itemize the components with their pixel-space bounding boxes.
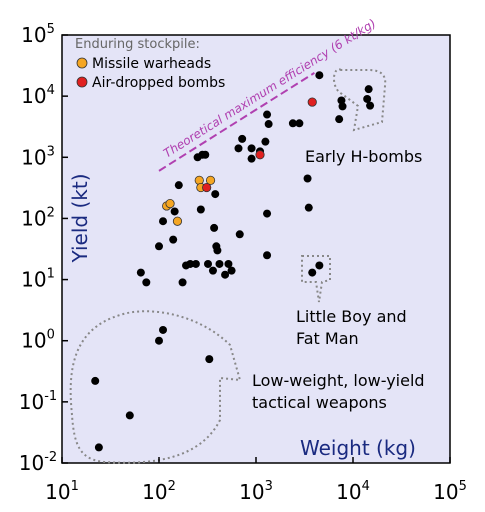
y-tick-label: 103	[21, 144, 55, 169]
data-point-other	[295, 119, 304, 128]
data-point-other	[247, 144, 256, 153]
data-point-other	[125, 411, 134, 420]
data-point-other	[186, 259, 195, 268]
little-boy-callout	[301, 255, 331, 303]
data-point-other	[155, 242, 163, 251]
y-tick-label: 105	[21, 22, 55, 47]
data-point-other	[169, 235, 178, 244]
data-point-other	[136, 268, 145, 277]
x-axis-label: Weight (kg)	[300, 436, 416, 460]
data-point-missile	[165, 198, 175, 209]
data-point-other	[234, 144, 243, 153]
data-point-other	[213, 246, 222, 255]
data-point-other	[155, 336, 163, 345]
plot-area	[61, 34, 451, 464]
legend: Enduring stockpile: Missile warheads Air…	[75, 37, 225, 91]
data-point-bomb	[307, 97, 317, 107]
data-point-bomb	[255, 150, 265, 160]
data-point-other	[142, 278, 151, 287]
data-point-other	[264, 120, 273, 129]
x-axis: 101 102 103 104 105	[45, 457, 467, 504]
y-tick-label: 102	[21, 205, 55, 230]
y-tick-label: 10-2	[19, 450, 57, 475]
y-tick-label: 101	[21, 267, 55, 292]
data-point-other	[263, 209, 272, 218]
data-point-other	[366, 101, 375, 110]
data-point-other	[196, 205, 205, 214]
data-point-other	[238, 134, 247, 143]
data-point-other	[227, 266, 236, 275]
tactical-callout	[69, 310, 242, 464]
data-point-other	[178, 278, 187, 287]
data-point-other	[308, 268, 317, 277]
efficiency-line	[158, 72, 315, 172]
x-tick-label: 105	[433, 479, 467, 504]
data-point-other	[203, 259, 212, 268]
legend-title: Enduring stockpile:	[75, 37, 200, 52]
data-point-other	[288, 119, 297, 128]
data-point-other	[338, 102, 347, 111]
data-point-missile	[172, 216, 183, 226]
data-point-other	[210, 223, 219, 232]
data-point-other	[304, 203, 313, 212]
data-point-other	[91, 376, 100, 385]
annotation-texts: Early H-bombs Little Boy and Fat Man Low…	[252, 147, 425, 412]
data-point-other	[224, 259, 233, 268]
scatter-points	[91, 71, 375, 452]
annotation-little-boy-line1: Little Boy and	[296, 307, 407, 326]
y-tick-label: 104	[21, 83, 55, 108]
x-tick-label: 104	[336, 479, 370, 504]
data-point-other	[363, 94, 372, 103]
data-point-other	[263, 251, 272, 260]
x-tick-label: 103	[239, 479, 273, 504]
data-point-other	[235, 230, 244, 239]
legend-swatch-bomb	[76, 76, 88, 88]
annotation-little-boy-line2: Fat Man	[296, 329, 359, 348]
annotation-tactical-line2: tactical weapons	[252, 393, 387, 412]
data-point-missile	[205, 175, 216, 185]
annotation-tactical-line1: Low-weight, low-yield	[252, 371, 425, 390]
data-point-other	[261, 137, 270, 146]
x-tick-label: 101	[45, 479, 79, 504]
y-axis-label: Yield (kt)	[68, 173, 92, 263]
x-tick-label: 102	[142, 479, 176, 504]
data-point-other	[247, 154, 256, 163]
data-point-other	[170, 207, 179, 216]
y-tick-label: 10-1	[19, 389, 57, 414]
data-point-other	[263, 110, 272, 119]
data-point-other	[208, 266, 217, 275]
data-point-bomb	[202, 182, 212, 193]
data-point-other	[191, 259, 200, 268]
data-point-other	[205, 355, 214, 364]
annotation-h-bombs: Early H-bombs	[305, 147, 422, 166]
data-point-other	[159, 325, 168, 334]
data-point-other	[315, 71, 324, 80]
data-point-other	[221, 270, 230, 279]
legend-label-bomb: Air-dropped bombs	[92, 75, 225, 91]
data-point-other	[315, 261, 324, 270]
data-point-other	[211, 190, 220, 199]
annotation-callouts	[69, 68, 387, 464]
data-point-other	[94, 443, 103, 452]
data-point-other	[364, 85, 373, 94]
legend-swatch-missile	[76, 57, 88, 69]
legend-label-missile: Missile warheads	[92, 56, 211, 72]
y-axis: 10-2 10-1 100 101 102 103 104 105	[19, 22, 68, 475]
data-point-other	[174, 181, 183, 190]
data-point-other	[337, 96, 346, 105]
data-point-other	[159, 217, 168, 226]
data-point-other	[215, 259, 224, 268]
h-bomb-callout	[333, 68, 387, 132]
y-tick-label: 100	[21, 328, 55, 353]
data-point-other	[303, 174, 312, 183]
data-point-other	[201, 150, 210, 159]
data-point-other	[335, 115, 344, 124]
